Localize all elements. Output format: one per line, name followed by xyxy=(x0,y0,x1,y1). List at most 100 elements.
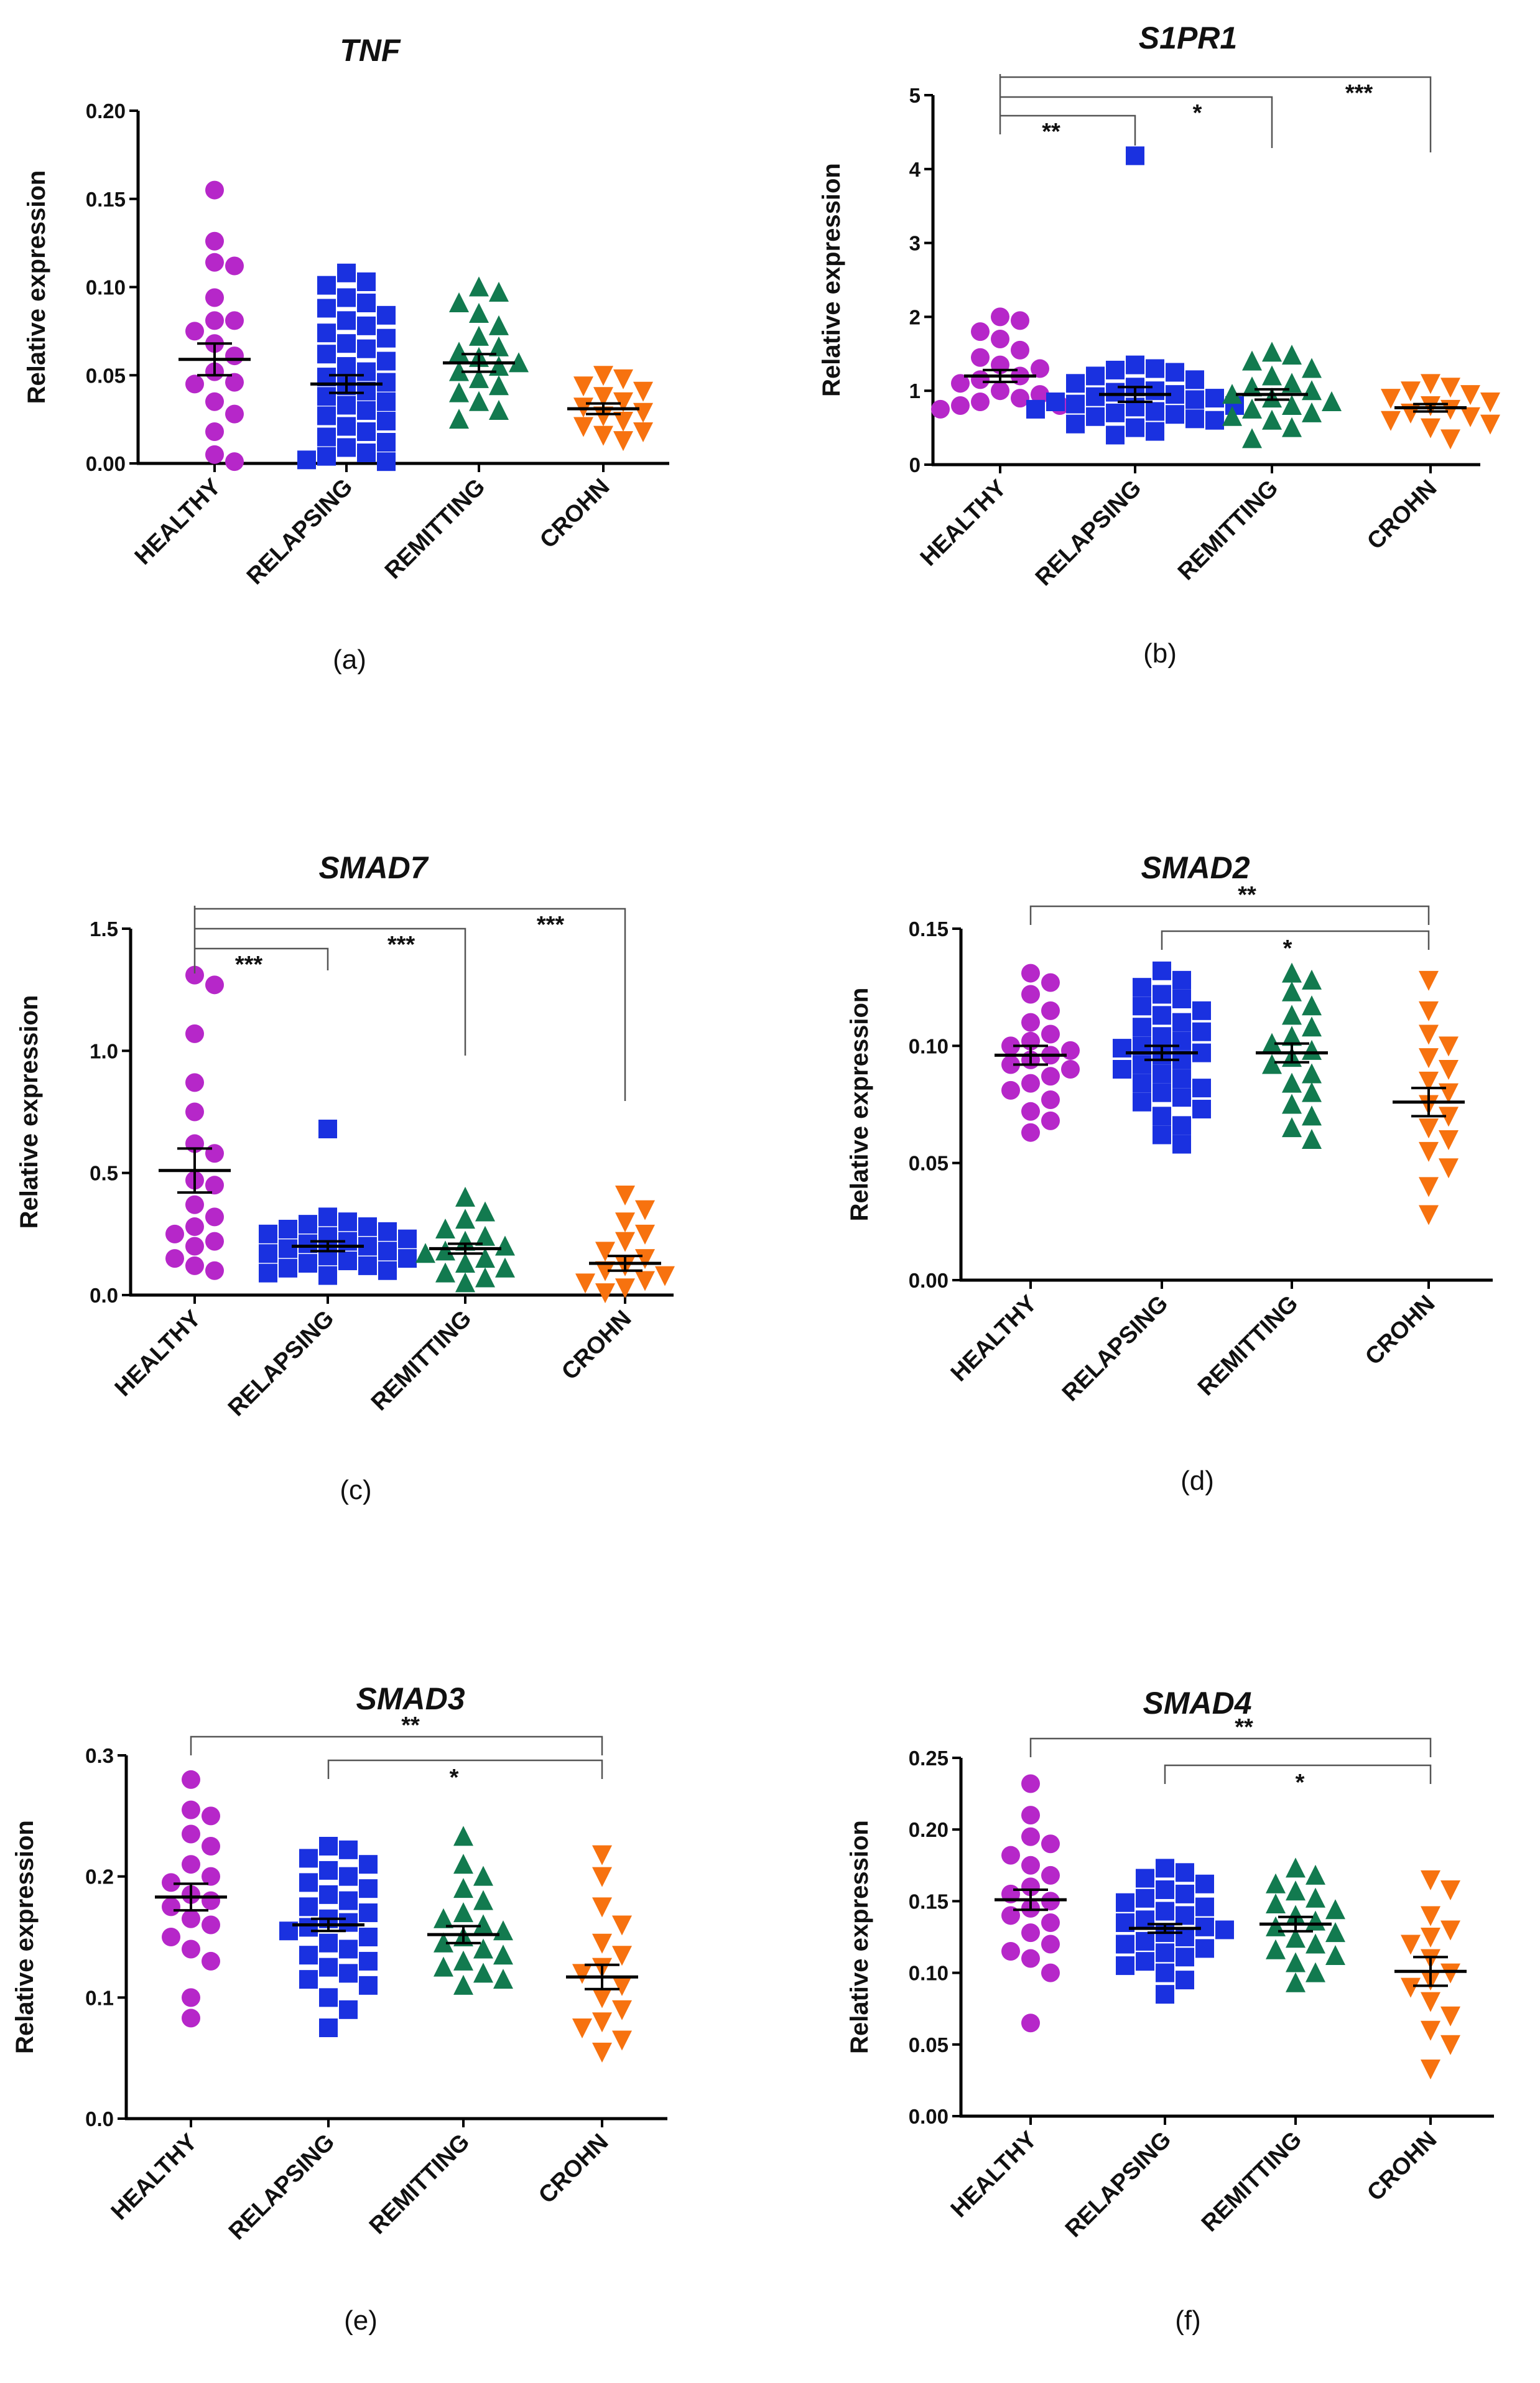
data-point-triangle-down xyxy=(1439,1158,1459,1179)
data-point-triangle-up xyxy=(1262,1033,1282,1053)
data-point-circle xyxy=(1041,1963,1060,1982)
data-point-triangle-down xyxy=(593,387,613,407)
data-point-triangle-up xyxy=(435,1240,455,1261)
data-point-square xyxy=(1192,1022,1211,1041)
data-point-circle xyxy=(202,1891,220,1910)
data-point-triangle-down xyxy=(612,2000,632,2020)
data-point-triangle-up xyxy=(449,382,469,402)
data-point-circle xyxy=(991,307,1009,327)
data-point-square xyxy=(1133,978,1151,997)
data-point-square xyxy=(1066,414,1085,434)
data-point-triangle-down xyxy=(592,1933,612,1954)
data-point-triangle-down xyxy=(595,1242,615,1262)
data-point-triangle-up xyxy=(489,375,509,396)
significance-label: ** xyxy=(1042,119,1060,145)
y-tick-label: 0.00 xyxy=(86,452,126,475)
data-point-circle xyxy=(1041,1024,1060,1044)
data-point-square xyxy=(319,1837,338,1856)
data-point-triangle-down xyxy=(635,1249,655,1270)
data-point-triangle-down xyxy=(613,392,633,412)
data-point-triangle-up xyxy=(1302,995,1322,1016)
data-point-triangle-down xyxy=(1421,2020,1440,2041)
data-point-triangle-down xyxy=(635,1224,655,1245)
data-point-circle xyxy=(1041,1111,1060,1130)
data-point-triangle-up xyxy=(1242,376,1262,397)
data-point-triangle-down xyxy=(1440,378,1460,398)
data-point-triangle-down xyxy=(1381,389,1401,409)
data-point-triangle-down xyxy=(573,376,593,397)
data-point-circle xyxy=(205,445,224,464)
data-point-square xyxy=(299,1918,318,1937)
data-point-triangle-up xyxy=(1242,428,1262,448)
data-point-triangle-down xyxy=(1419,1141,1439,1162)
data-point-circle xyxy=(185,1237,204,1256)
data-point-square xyxy=(359,1879,378,1898)
data-point-triangle-down xyxy=(1421,374,1440,394)
data-point-triangle-up xyxy=(489,336,509,356)
data-point-square xyxy=(1146,402,1164,421)
data-point-circle xyxy=(202,1837,220,1856)
data-point-triangle-up xyxy=(1286,1857,1306,1878)
data-point-circle xyxy=(1011,389,1029,408)
panel-label: (b) xyxy=(1143,638,1177,669)
data-point-triangle-up xyxy=(434,1932,453,1953)
data-point-triangle-down xyxy=(613,411,633,432)
y-tick-label: 0.2 xyxy=(85,1865,114,1888)
data-point-square xyxy=(1192,1079,1211,1098)
panel-c: SMAD7 (c) Relative expression 0.0 0.5 1.0 1.… xyxy=(16,850,675,1505)
data-point-circle xyxy=(185,1256,204,1275)
data-point-square xyxy=(357,401,376,420)
data-point-square xyxy=(318,1207,337,1227)
data-point-circle xyxy=(1041,1067,1060,1086)
data-point-square xyxy=(1136,1952,1154,1971)
significance-label: * xyxy=(1283,936,1292,962)
data-point-triangle-up xyxy=(1325,1944,1345,1965)
data-point-square xyxy=(1136,1869,1154,1888)
data-point-square xyxy=(299,1946,318,1965)
significance-label: ** xyxy=(1235,1714,1253,1740)
y-tick-label: 0.0 xyxy=(85,2107,114,2130)
data-point-triangle-down xyxy=(593,425,613,446)
data-point-circle xyxy=(185,965,204,985)
data-point-circle xyxy=(225,346,244,366)
data-point-triangle-down xyxy=(615,1212,635,1233)
y-tick-label: 0.00 xyxy=(909,2105,949,2128)
data-point-square xyxy=(279,1258,297,1278)
x-tick-label: RELAPSING xyxy=(242,474,358,590)
data-point-triangle-up xyxy=(434,1908,453,1928)
data-point-square xyxy=(1172,1013,1191,1032)
data-point-circle xyxy=(202,1867,220,1886)
data-point-triangle-up xyxy=(1282,373,1302,393)
data-point-triangle-up xyxy=(493,1944,513,1965)
data-point-square xyxy=(1106,403,1125,422)
data-point-triangle-up xyxy=(1325,1922,1345,1943)
y-tick-label: 1.0 xyxy=(90,1039,118,1062)
data-point-square xyxy=(297,450,316,470)
data-point-triangle-up xyxy=(1286,1952,1306,1972)
y-tick-label: 0.3 xyxy=(85,1744,114,1767)
data-point-triangle-down xyxy=(1480,414,1500,435)
series-remitting xyxy=(1222,341,1342,448)
data-point-triangle-down xyxy=(613,369,633,389)
data-point-circle xyxy=(1001,1942,1020,1961)
chart-title: SMAD7 xyxy=(318,850,429,885)
data-point-circle xyxy=(951,374,970,393)
series-relapsing xyxy=(259,1119,417,1285)
y-tick-label: 0.15 xyxy=(909,917,949,941)
data-point-triangle-down xyxy=(1440,2006,1460,2027)
data-point-triangle-down xyxy=(1439,1083,1459,1103)
data-point-square xyxy=(1195,1897,1214,1916)
data-point-triangle-up xyxy=(455,1272,475,1293)
data-point-square xyxy=(357,272,376,291)
data-point-triangle-up xyxy=(1282,1005,1302,1025)
x-tick-label: REMITTING xyxy=(364,2129,475,2239)
data-point-triangle-up xyxy=(1262,409,1282,430)
data-point-triangle-down xyxy=(1421,1906,1440,1926)
significance-bracket xyxy=(195,927,466,1056)
series-crohn xyxy=(1401,1870,1460,2079)
panel-label: (d) xyxy=(1181,1466,1214,1496)
data-point-triangle-down xyxy=(1381,411,1401,431)
data-point-triangle-down xyxy=(1480,393,1500,413)
data-point-triangle-up xyxy=(475,1267,495,1288)
data-point-circle xyxy=(182,1988,200,2007)
